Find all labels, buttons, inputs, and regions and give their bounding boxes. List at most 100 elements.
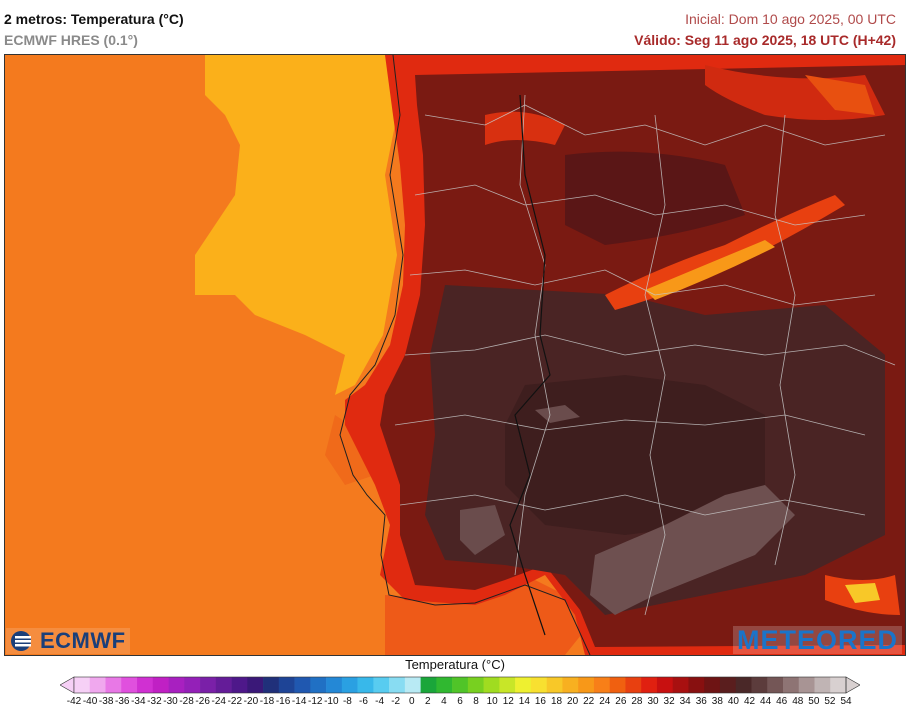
colorbar-tick-label: 46 bbox=[776, 696, 788, 707]
colorbar-swatch bbox=[751, 677, 768, 693]
colorbar-swatch bbox=[137, 677, 154, 693]
colorbar-tick-label: -26 bbox=[195, 696, 210, 707]
colorbar-tick-label: -28 bbox=[179, 696, 194, 707]
colorbar-tick-label: -4 bbox=[375, 696, 385, 707]
colorbar-swatch bbox=[184, 677, 201, 693]
colorbar-swatch bbox=[294, 677, 311, 693]
colorbar-swatch bbox=[436, 677, 453, 693]
colorbar-tick-label: -8 bbox=[342, 696, 352, 707]
colorbar-swatch bbox=[798, 677, 815, 693]
colorbar-tick-label: -42 bbox=[66, 696, 82, 707]
colorbar-tick-label: 24 bbox=[599, 696, 611, 707]
colorbar-ticks: -42 -40 -38 -36 -34 -32 -30 -28 -26 -24 -22 -20 -18-… bbox=[0, 696, 910, 710]
colorbar bbox=[60, 676, 860, 694]
colorbar-tick-label: 44 bbox=[760, 696, 772, 707]
coastline bbox=[339, 55, 591, 655]
colorbar-tick-label: 32 bbox=[663, 696, 675, 707]
colorbar-tick-label: -16 bbox=[275, 696, 291, 707]
ecmwf-logo: ECMWF bbox=[6, 628, 130, 654]
colorbar-swatch bbox=[719, 677, 737, 693]
colorbar-swatch bbox=[89, 677, 106, 693]
colorbar-swatch bbox=[247, 677, 264, 693]
colorbar-tick-label: 16 bbox=[534, 696, 546, 707]
colorbar-swatch bbox=[546, 677, 563, 693]
colorbar-tick-label: -24 bbox=[211, 696, 226, 707]
colorbar-tick-label: 26 bbox=[615, 696, 627, 707]
colorbar-tick-label: 0 bbox=[408, 696, 415, 707]
model-label: ECMWF HRES (0.1°) bbox=[4, 32, 138, 48]
colorbar-swatch bbox=[562, 677, 579, 693]
chart-title: 2 metros: Temperatura (°C) bbox=[4, 11, 184, 27]
valid-time: Válido: Seg 11 ago 2025, 18 UTC (H+42) bbox=[634, 32, 896, 48]
colorbar-tick-label: 4 bbox=[441, 696, 447, 707]
colorbar-tick-label: 30 bbox=[647, 696, 659, 707]
colorbar-swatch bbox=[200, 677, 217, 693]
ecmwf-emblem-icon bbox=[11, 631, 31, 651]
colorbar-swatch bbox=[704, 677, 721, 693]
colorbar-tick-label: -30 bbox=[163, 696, 178, 707]
colorbar-swatch bbox=[515, 677, 532, 693]
colorbar-tick-label: -6 bbox=[359, 696, 368, 707]
colorbar-swatch bbox=[263, 677, 280, 693]
colorbar-tick-label: 48 bbox=[792, 696, 804, 707]
colorbar-swatch bbox=[121, 677, 138, 693]
colorbar-swatch bbox=[625, 677, 642, 693]
colorbar-tick-label: 38 bbox=[711, 696, 723, 707]
colorbar-tick-label: 12 bbox=[502, 696, 514, 707]
colorbar-swatch bbox=[278, 677, 295, 693]
colorbar-tick-label: -22 bbox=[227, 696, 243, 707]
colorbar-tick-label: -10 bbox=[324, 696, 339, 707]
colorbar-tick-label: -34 bbox=[131, 696, 146, 707]
colorbar-tick-label: 22 bbox=[583, 696, 595, 707]
colorbar-tick-label: -32 bbox=[147, 696, 162, 707]
colorbar-swatch bbox=[467, 677, 484, 693]
colorbar-swatch bbox=[231, 677, 248, 693]
colorbar-tick-label: -2 bbox=[391, 696, 401, 707]
colorbar-swatch bbox=[593, 677, 610, 693]
temperature-map[interactable] bbox=[4, 54, 906, 656]
hottest-area bbox=[590, 485, 795, 615]
colorbar-tick-label: 18 bbox=[550, 696, 563, 707]
admin-borders bbox=[394, 94, 896, 616]
colorbar-tick-label: 2 bbox=[425, 696, 431, 707]
colorbar-tick-label: -12 bbox=[308, 696, 323, 707]
colorbar-swatch bbox=[326, 677, 343, 693]
colorbar-swatch bbox=[641, 677, 658, 693]
colorbar-swatch bbox=[452, 677, 469, 693]
colorbar-tick-label: 36 bbox=[695, 696, 707, 707]
colorbar-title: Temperatura (°C) bbox=[405, 657, 505, 672]
colorbar-swatch bbox=[341, 677, 358, 693]
colorbar-swatch bbox=[74, 677, 91, 693]
colorbar-tick-label: 50 bbox=[808, 696, 820, 707]
colorbar-swatch bbox=[530, 677, 547, 693]
colorbar-tick-label: -20 bbox=[243, 696, 259, 707]
country-border bbox=[509, 94, 551, 636]
colorbar-tick-label: 54 bbox=[840, 696, 852, 707]
colorbar-max-arrow bbox=[845, 676, 860, 694]
colorbar-tick-label: -18 bbox=[259, 696, 275, 707]
colorbar-swatch bbox=[830, 677, 847, 693]
colorbar-tick-label: 28 bbox=[631, 696, 643, 707]
colorbar-min-arrow bbox=[60, 676, 75, 694]
colorbar-tick-label: 34 bbox=[679, 696, 691, 707]
colorbar-swatch bbox=[420, 677, 437, 693]
colorbar-tick-label: -14 bbox=[291, 696, 307, 707]
mountain-ridge bbox=[605, 195, 845, 310]
colorbar-swatch bbox=[656, 677, 673, 693]
colorbar-swatch bbox=[310, 677, 327, 693]
colorbar-swatch bbox=[483, 677, 500, 693]
gulf-warm-water bbox=[385, 575, 585, 655]
colorbar-swatch bbox=[609, 677, 626, 693]
colorbar-tick-label: 42 bbox=[743, 696, 756, 707]
meteored-logo: METEORED bbox=[732, 626, 902, 654]
coastal-cool-band bbox=[195, 55, 397, 395]
colorbar-swatch bbox=[767, 677, 784, 693]
colorbar-swatch bbox=[735, 677, 752, 693]
colorbar-swatch bbox=[389, 677, 406, 693]
colorbar-swatch bbox=[373, 677, 390, 693]
colorbar-tick-label: 14 bbox=[518, 696, 530, 707]
colorbar-tick-label: -38 bbox=[98, 696, 114, 707]
colorbar-tick-label: 8 bbox=[473, 696, 479, 707]
colorbar-tick-label: 6 bbox=[457, 696, 463, 707]
colorbar-swatch bbox=[672, 677, 689, 693]
